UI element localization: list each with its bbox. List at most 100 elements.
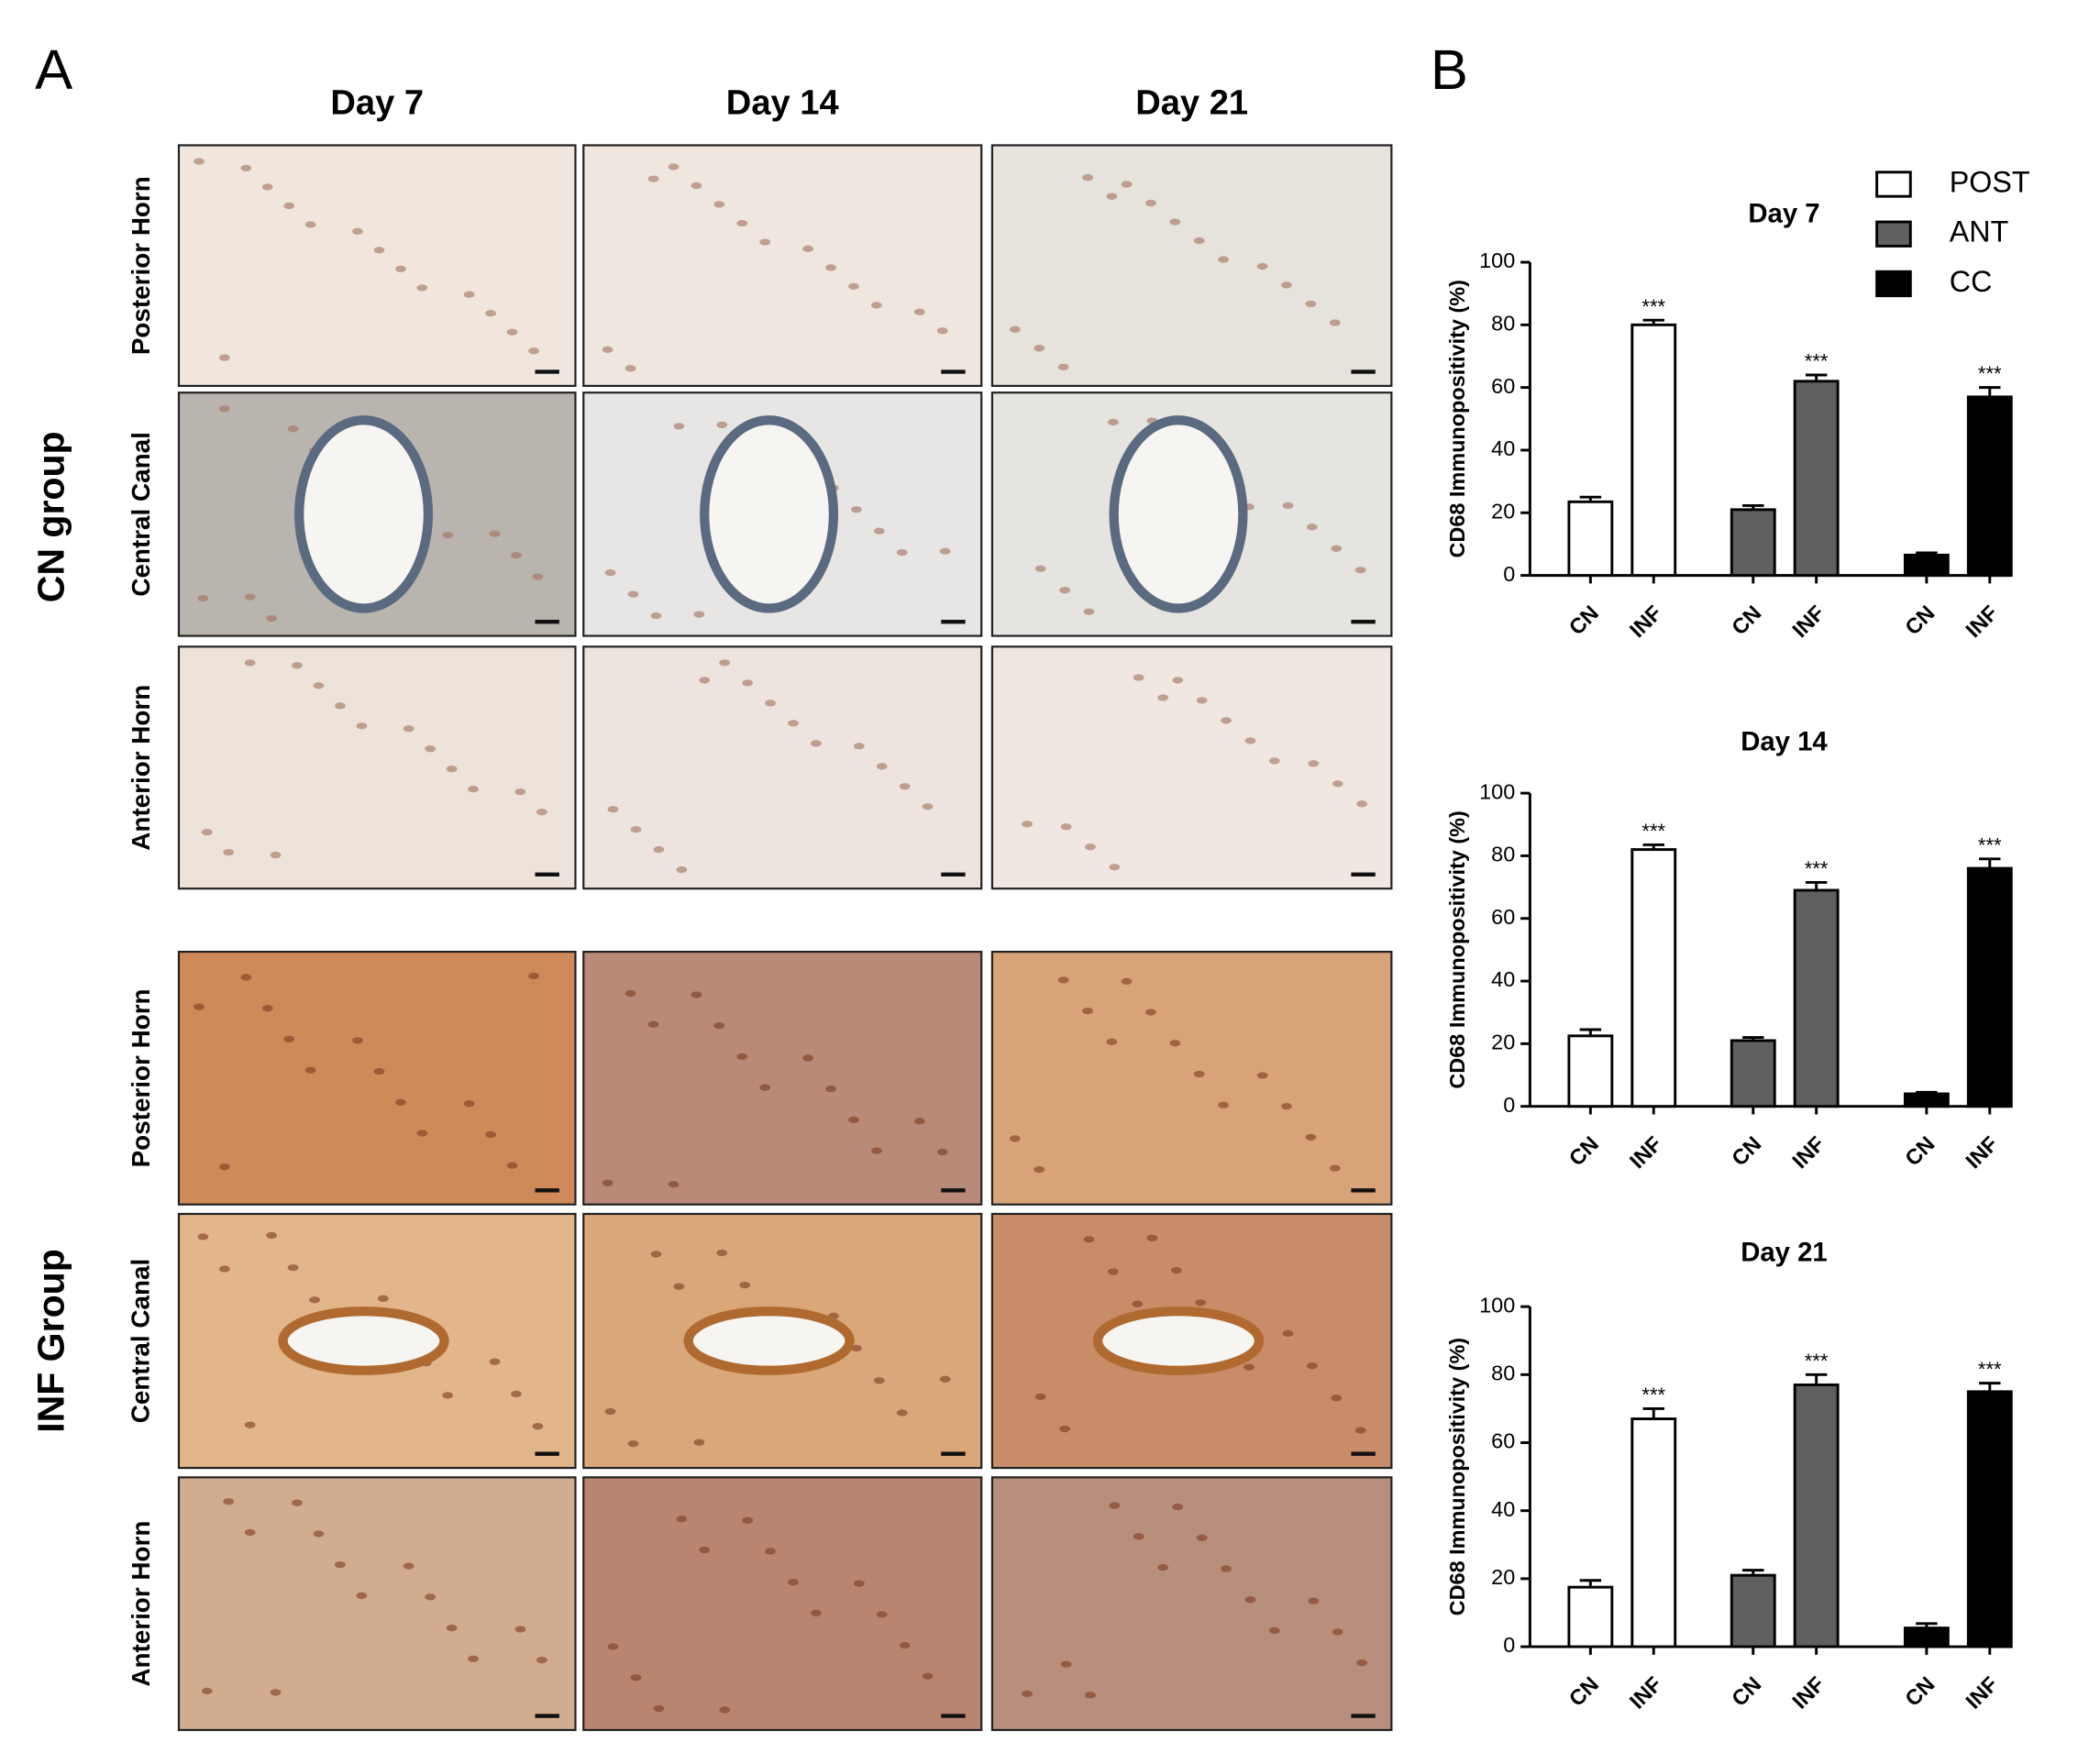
canal [1092, 1306, 1265, 1375]
row-label: Anterior Horn [127, 1521, 155, 1687]
y-tick-label: 20 [1491, 1031, 1515, 1054]
scale-bar [535, 369, 559, 374]
cell [425, 745, 437, 753]
chart-title: Day 14 [1741, 727, 1828, 757]
x-tick-label: CN [1564, 601, 1603, 639]
cell [356, 1592, 368, 1600]
cell [201, 828, 213, 836]
cell [218, 1265, 230, 1273]
y-axis-label: CD68 Immunopositivity (%) [1445, 810, 1469, 1088]
row-label: Central Canal [127, 432, 155, 597]
bar [1630, 1417, 1677, 1648]
cell [936, 327, 948, 335]
row-label: Anterior Horn [127, 685, 155, 851]
y-tick-label: 80 [1491, 312, 1515, 336]
cell [716, 421, 728, 429]
cell [395, 265, 406, 273]
cell [699, 677, 711, 684]
cell [1331, 545, 1343, 552]
cell [468, 1655, 479, 1662]
cell [607, 1643, 619, 1650]
cell [514, 1626, 526, 1633]
cell [218, 1163, 230, 1171]
cell [899, 783, 911, 790]
cell [446, 1624, 458, 1632]
x-tick-label: INF [1787, 601, 1829, 642]
micrograph [177, 645, 577, 890]
y-tick-label: 20 [1491, 499, 1515, 523]
micrograph [990, 645, 1393, 890]
cell [922, 803, 934, 810]
x-tick-label: INF [1625, 601, 1666, 642]
significance: *** [1978, 362, 2002, 385]
cell [536, 1657, 547, 1664]
cell [283, 202, 295, 210]
cell [536, 808, 547, 816]
scale-bar [941, 1451, 966, 1456]
cell [1218, 1101, 1229, 1108]
cell [1256, 262, 1268, 270]
cell [624, 365, 636, 372]
panel-label: A [35, 39, 72, 102]
cell [1331, 1395, 1343, 1402]
cell [1268, 757, 1280, 765]
micrograph [582, 645, 983, 890]
cell [1307, 524, 1318, 531]
scale-bar [535, 872, 559, 876]
significance: *** [1805, 1350, 1829, 1373]
cell [1085, 843, 1096, 851]
cell [266, 614, 278, 623]
cell [759, 238, 771, 246]
cell [425, 1593, 437, 1601]
cell [313, 682, 325, 689]
cell [736, 1053, 748, 1061]
cell [240, 974, 252, 981]
cell [668, 1181, 680, 1188]
cell [673, 423, 685, 430]
cell [871, 302, 882, 309]
cell [1083, 608, 1095, 615]
x-tick-label: CN [1727, 1131, 1765, 1170]
micrograph [177, 144, 577, 387]
cell [1282, 1329, 1294, 1338]
cell [335, 702, 346, 710]
cell [463, 291, 475, 298]
significance: *** [1641, 820, 1665, 843]
cell [1121, 181, 1133, 188]
cell [532, 1422, 544, 1430]
x-tick-label: CN [1900, 1131, 1939, 1170]
cell [788, 720, 799, 727]
cell [463, 1100, 475, 1108]
cell [1221, 717, 1232, 724]
cell [528, 972, 539, 980]
cell [223, 848, 235, 856]
group-label: CN group [29, 431, 72, 602]
cell [244, 1528, 256, 1537]
cell [1145, 199, 1156, 207]
row-label: Posterior Horn [127, 988, 155, 1167]
cell [1060, 1660, 1072, 1668]
y-tick-label: 60 [1491, 905, 1515, 929]
cell [485, 310, 496, 317]
cell [604, 569, 616, 577]
cell [1083, 1236, 1095, 1243]
cell [1281, 1103, 1292, 1110]
canal [1109, 415, 1248, 613]
cell [1356, 1659, 1367, 1667]
cell [1034, 1393, 1046, 1401]
scale-bar [941, 619, 966, 624]
cell [691, 991, 702, 998]
cell [304, 1066, 316, 1074]
cell [913, 308, 925, 315]
cell [825, 264, 836, 271]
cell [1010, 325, 1021, 333]
cell [1195, 1299, 1207, 1306]
cell [653, 846, 665, 854]
cell [853, 1580, 865, 1587]
bar [1966, 866, 2013, 1108]
cell [647, 1020, 659, 1028]
cell [1221, 1565, 1232, 1572]
bar [1567, 1034, 1614, 1108]
cell [1196, 697, 1208, 704]
cell [1218, 256, 1229, 263]
